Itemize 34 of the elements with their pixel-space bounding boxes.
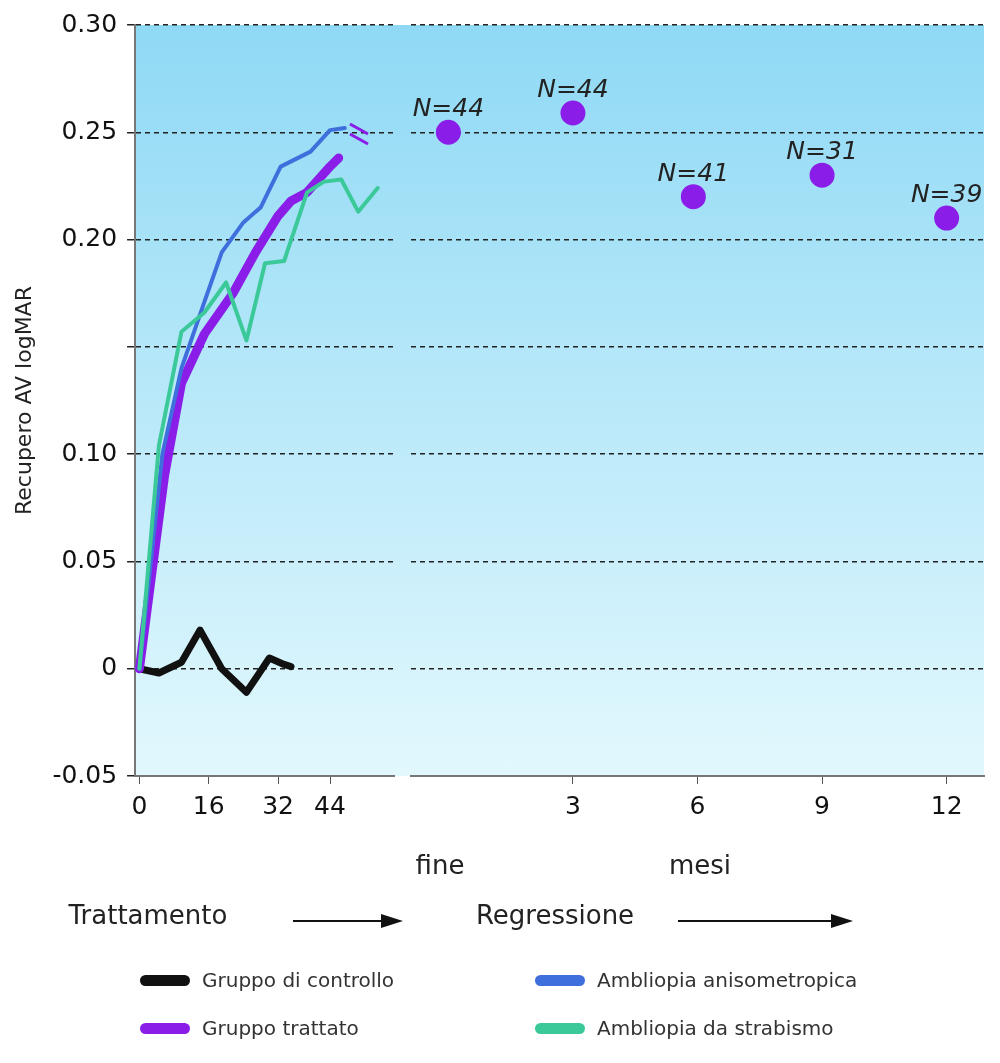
x-tick-label: 12 (930, 790, 963, 820)
text: Regressione (475, 900, 635, 930)
annotation: N=39 (910, 179, 983, 209)
x-tick-label: 0 (131, 790, 148, 820)
legend-label: Ambliopia anisometropica (597, 968, 858, 992)
point (435, 119, 461, 145)
annotation: N=44 (412, 93, 485, 123)
y-tick-label: 0.05 (61, 544, 118, 574)
y-tick-label: 0.20 (61, 223, 118, 253)
x-tick-label: 44 (314, 790, 346, 820)
legend-label: Gruppo trattato (202, 1016, 359, 1040)
text: Trattamento (68, 900, 228, 930)
y-tick-label: 0 (101, 652, 118, 682)
y-tick-label: -0.05 (52, 759, 118, 789)
legend-label: Ambliopia da strabismo (597, 1016, 834, 1040)
annotation: N=31 (786, 136, 858, 166)
x-tick-label: 9 (814, 790, 831, 820)
text: mesi (668, 850, 732, 880)
y-tick-label: 0.10 (61, 437, 118, 467)
text: fine (415, 850, 465, 880)
y-axis-title: Recupero AV logMAR (10, 286, 36, 515)
y-tick-label: 0.25 (61, 115, 118, 145)
point (934, 205, 960, 231)
x-tick-label: 6 (689, 790, 706, 820)
legend-label: Gruppo di controllo (202, 968, 395, 992)
annotation: N=44 (537, 73, 609, 103)
annotation: N=41 (657, 157, 730, 187)
point (680, 184, 706, 210)
y-tick-label: 0.30 (61, 8, 118, 38)
x-tick-label: 32 (262, 790, 294, 820)
point (809, 162, 835, 188)
point (560, 100, 586, 126)
x-tick-label: 16 (192, 790, 225, 820)
x-tick-label: 3 (564, 790, 581, 820)
